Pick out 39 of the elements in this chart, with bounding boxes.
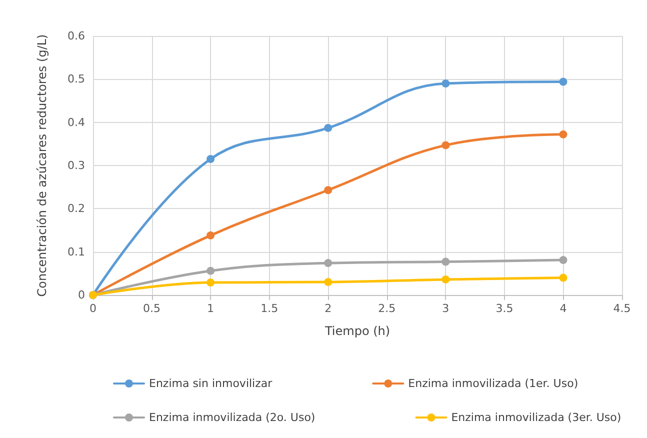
legend-label: Enzima sin inmovilizar	[149, 377, 273, 390]
point	[442, 79, 450, 88]
x-tick-label: 1	[207, 302, 214, 315]
y-tick-label: 0.6	[68, 30, 85, 42]
y-tick-label: 0.1	[68, 245, 85, 258]
point	[206, 278, 215, 286]
x-tick-label: 0	[90, 302, 96, 315]
point	[559, 274, 568, 282]
legend-label: Enzima inmovilizada (1er. Uso)	[408, 377, 578, 390]
point	[442, 141, 450, 150]
point	[324, 259, 332, 268]
y-axis-title: Concentración de azúcares reductores (g/L)	[35, 34, 49, 297]
x-tick-label: 4.5	[613, 302, 631, 315]
x-tick-label: 2	[324, 302, 332, 315]
y-tick-label: 0.3	[68, 159, 85, 172]
y-tick-label: 0.2	[68, 202, 85, 216]
x-tick-label: 0.5	[143, 302, 161, 315]
point	[559, 130, 568, 138]
point	[206, 155, 215, 164]
x-tick-label: 2.5	[378, 302, 396, 315]
legend-label: Enzima inmovilizada (2o. Uso)	[149, 411, 316, 424]
x-tick-label: 1.5	[260, 302, 278, 315]
point	[442, 258, 450, 266]
point	[559, 78, 568, 86]
point	[206, 231, 215, 240]
x-tick-label: 3	[442, 302, 450, 315]
y-tick-label: 0.5	[68, 72, 85, 86]
point	[324, 278, 332, 286]
point	[442, 275, 450, 284]
y-tick-label: 0	[78, 288, 85, 302]
x-tick-label: 3.5	[496, 302, 514, 315]
y-tick-label: 0.4	[68, 116, 85, 129]
point	[559, 256, 568, 264]
x-axis-title: Tiempo (h)	[324, 324, 390, 338]
point	[206, 266, 215, 275]
legend-label: Enzima inmovilizada (3er. Uso)	[451, 411, 622, 424]
point	[324, 186, 332, 194]
x-tick-label: 4	[560, 302, 567, 315]
point	[324, 124, 332, 132]
